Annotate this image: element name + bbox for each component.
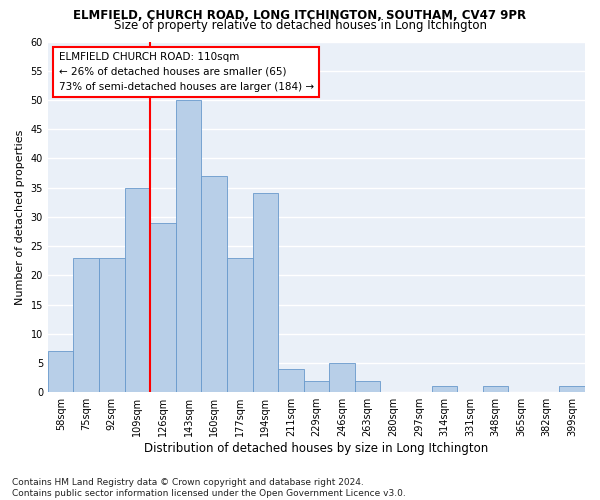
Bar bbox=[559, 386, 585, 392]
Bar bbox=[278, 369, 304, 392]
Bar bbox=[227, 258, 253, 392]
Bar bbox=[253, 194, 278, 392]
Bar bbox=[73, 258, 99, 392]
Bar bbox=[176, 100, 202, 392]
Bar bbox=[99, 258, 125, 392]
Bar bbox=[329, 363, 355, 392]
Text: ELMFIELD, CHURCH ROAD, LONG ITCHINGTON, SOUTHAM, CV47 9PR: ELMFIELD, CHURCH ROAD, LONG ITCHINGTON, … bbox=[73, 9, 527, 22]
Y-axis label: Number of detached properties: Number of detached properties bbox=[15, 129, 25, 304]
Bar bbox=[150, 222, 176, 392]
X-axis label: Distribution of detached houses by size in Long Itchington: Distribution of detached houses by size … bbox=[145, 442, 488, 455]
Text: Size of property relative to detached houses in Long Itchington: Size of property relative to detached ho… bbox=[113, 19, 487, 32]
Bar bbox=[202, 176, 227, 392]
Bar bbox=[48, 352, 73, 392]
Text: Contains HM Land Registry data © Crown copyright and database right 2024.
Contai: Contains HM Land Registry data © Crown c… bbox=[12, 478, 406, 498]
Bar bbox=[304, 380, 329, 392]
Bar bbox=[125, 188, 150, 392]
Bar bbox=[482, 386, 508, 392]
Bar bbox=[431, 386, 457, 392]
Bar bbox=[355, 380, 380, 392]
Text: ELMFIELD CHURCH ROAD: 110sqm
← 26% of detached houses are smaller (65)
73% of se: ELMFIELD CHURCH ROAD: 110sqm ← 26% of de… bbox=[59, 52, 314, 92]
